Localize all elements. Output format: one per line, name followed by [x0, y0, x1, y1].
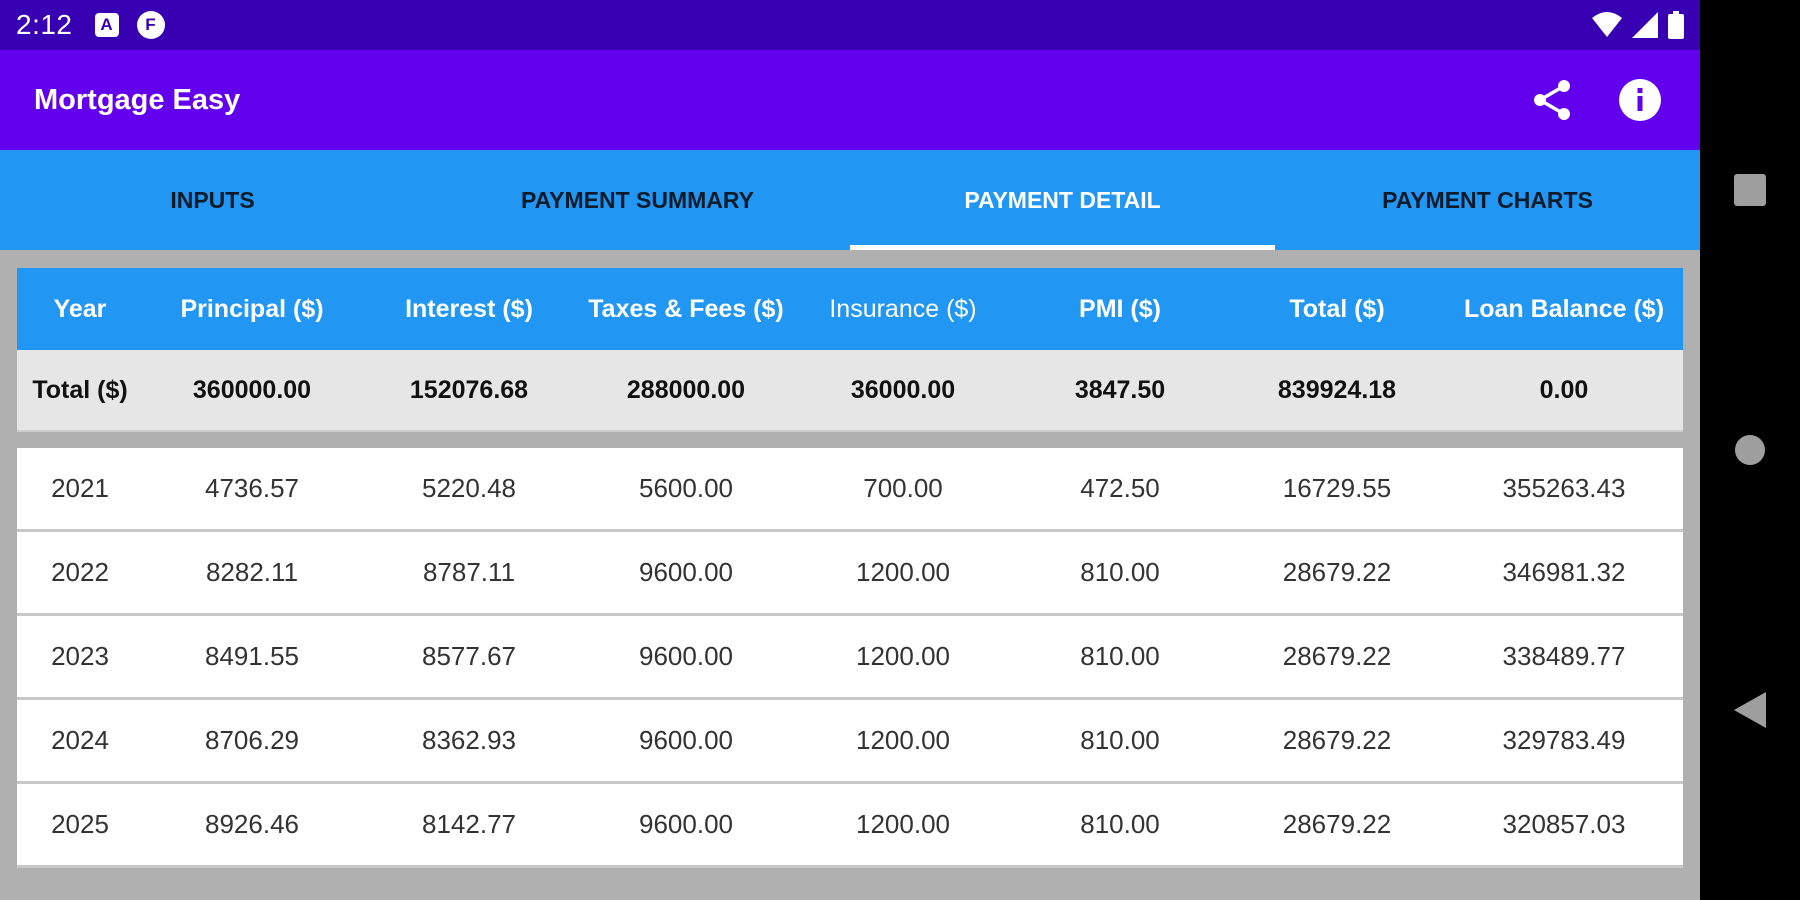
cell-insurance: 1200.00 [856, 725, 950, 755]
cell-insurance: 700.00 [863, 473, 943, 503]
header-insurance: Insurance ($) [829, 294, 977, 323]
cell-interest: 5220.48 [422, 473, 516, 503]
cell-interest: 8787.11 [422, 557, 516, 587]
cell-pmi: 810.00 [1080, 641, 1160, 671]
payment-detail-content: Year Principal ($) Interest ($) Taxes & … [0, 250, 1700, 900]
total-cell: Total ($) [32, 375, 128, 404]
header-loan-balance: Loan Balance ($) [1463, 294, 1665, 323]
tab-payment-summary[interactable]: PAYMENT SUMMARY [521, 186, 754, 213]
cell-total: 16729.55 [1282, 473, 1392, 503]
cell-year: 2023 [51, 641, 109, 671]
total-cell: 3847.50 [1074, 375, 1166, 404]
cell-loan-balance: 329783.49 [1502, 725, 1626, 755]
cell-pmi: 810.00 [1080, 557, 1160, 587]
cell-taxes-fees: 9600.00 [639, 725, 733, 755]
app-actions [1530, 78, 1662, 122]
tab-bar: INPUTS PAYMENT SUMMARY PAYMENT DETAIL PA… [0, 150, 1700, 250]
cell-year: 2025 [51, 809, 109, 839]
cell-taxes-fees: 9600.00 [639, 557, 733, 587]
navigation-bar [1700, 0, 1800, 900]
total-cell: 36000.00 [850, 375, 956, 404]
cell-principal: 8706.29 [205, 725, 299, 755]
cell-interest: 8142.77 [422, 809, 516, 839]
cell-pmi: 810.00 [1080, 809, 1160, 839]
cell-insurance: 1200.00 [856, 557, 950, 587]
cell-taxes-fees: 9600.00 [639, 641, 733, 671]
battery-icon [1668, 11, 1684, 39]
cell-principal: 8282.11 [205, 557, 299, 587]
cell-pmi: 810.00 [1080, 725, 1160, 755]
cell-total: 28679.22 [1282, 725, 1392, 755]
cell-taxes-fees: 5600.00 [639, 473, 733, 503]
cell-interest: 8362.93 [422, 725, 516, 755]
status-indicators [1592, 11, 1684, 39]
tab-inputs[interactable]: INPUTS [170, 186, 255, 213]
cell-pmi: 472.50 [1080, 473, 1160, 503]
notification-a-icon: A [94, 13, 119, 37]
header-year: Year [53, 294, 107, 323]
header-principal: Principal ($) [180, 294, 324, 323]
table-row: 2022 8282.11 8787.11 9600.00 1200.00 810… [17, 532, 1683, 616]
table-row: 2025 8926.46 8142.77 9600.00 1200.00 810… [17, 784, 1683, 868]
table-body[interactable]: 2021 4736.57 5220.48 5600.00 700.00 472.… [17, 448, 1683, 868]
cell-year: 2022 [51, 557, 109, 587]
cell-loan-balance: 320857.03 [1502, 809, 1626, 839]
cell-total: 28679.22 [1282, 557, 1392, 587]
cell-principal: 8926.46 [205, 809, 299, 839]
cell-loan-balance: 338489.77 [1502, 641, 1626, 671]
total-cell: 0.00 [1539, 375, 1589, 404]
table-row: 2023 8491.55 8577.67 9600.00 1200.00 810… [17, 616, 1683, 700]
app-bar: Mortgage Easy [0, 50, 1700, 150]
cell-loan-balance: 346981.32 [1502, 557, 1626, 587]
header-pmi: PMI ($) [1079, 294, 1161, 323]
app-title: Mortgage Easy [34, 83, 241, 116]
tab-payment-detail[interactable]: PAYMENT DETAIL [850, 150, 1275, 250]
cell-total: 28679.22 [1282, 809, 1392, 839]
header-taxes-fees: Taxes & Fees ($) [588, 294, 784, 323]
table-row: 2024 8706.29 8362.93 9600.00 1200.00 810… [17, 700, 1683, 784]
status-bar: 2:12 A F [0, 0, 1700, 50]
total-row: Total ($) 360000.00 152076.68 288000.00 … [17, 350, 1683, 432]
signal-icon [1632, 12, 1658, 38]
total-cell: 839924.18 [1277, 375, 1397, 404]
total-cell: 360000.00 [192, 375, 312, 404]
share-icon[interactable] [1530, 78, 1574, 122]
cell-principal: 4736.57 [205, 473, 299, 503]
header-total: Total ($) [1289, 294, 1385, 323]
cell-insurance: 1200.00 [856, 809, 950, 839]
cell-interest: 8577.67 [422, 641, 516, 671]
recents-square-icon[interactable] [1734, 174, 1766, 206]
cell-loan-balance: 355263.43 [1502, 473, 1626, 503]
table-header: Year Principal ($) Interest ($) Taxes & … [17, 268, 1683, 350]
total-cell: 152076.68 [409, 375, 529, 404]
status-time: 2:12 [16, 9, 73, 40]
cell-taxes-fees: 9600.00 [639, 809, 733, 839]
table-row: 2021 4736.57 5220.48 5600.00 700.00 472.… [17, 448, 1683, 532]
header-interest: Interest ($) [405, 294, 533, 323]
notification-f-icon: F [136, 11, 165, 39]
cell-total: 28679.22 [1282, 641, 1392, 671]
home-circle-icon[interactable] [1734, 434, 1766, 466]
info-icon[interactable] [1618, 78, 1662, 122]
total-cell: 288000.00 [626, 375, 746, 404]
tab-payment-charts[interactable]: PAYMENT CHARTS [1382, 186, 1593, 213]
cell-insurance: 1200.00 [856, 641, 950, 671]
cell-year: 2024 [51, 725, 109, 755]
cell-principal: 8491.55 [205, 641, 299, 671]
back-triangle-icon[interactable] [1734, 692, 1766, 728]
cell-year: 2021 [51, 473, 109, 503]
wifi-icon [1592, 12, 1622, 37]
